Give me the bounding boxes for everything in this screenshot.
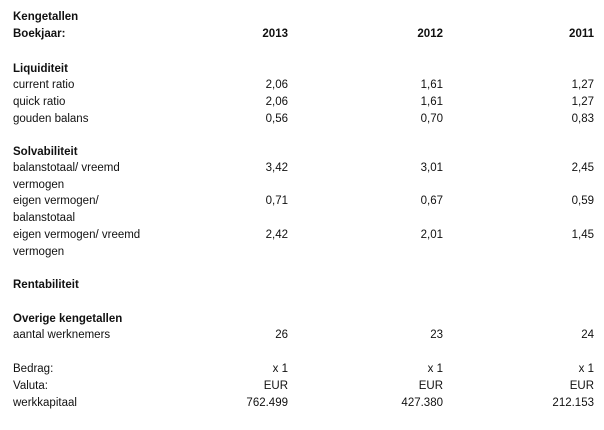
rentabiliteit-heading: Rentabiliteit — [13, 279, 79, 291]
value-2011: x 1 — [578, 363, 594, 375]
solvabiliteit-heading-row: Solvabiliteit — [0, 144, 604, 161]
value-2013: 0,56 — [265, 113, 288, 125]
row-label-line1: balanstotaal/ vreemd — [13, 162, 120, 174]
value-2013: x 1 — [272, 363, 288, 375]
value-2011: 0,83 — [571, 113, 594, 125]
value-2012: 427.380 — [401, 397, 443, 409]
value-2013: 3,42 — [265, 162, 288, 174]
value-2011: 1,45 — [571, 229, 594, 241]
table-row: gouden balans 0,56 0,70 0,83 — [0, 111, 604, 128]
valuta-label: Valuta: — [13, 380, 48, 392]
value-2013: 26 — [275, 329, 288, 341]
year-2013-header: 2013 — [262, 28, 288, 40]
row-label-continuation: vermogen — [0, 177, 604, 194]
value-2013: 762.499 — [246, 397, 288, 409]
solvabiliteit-heading: Solvabiliteit — [13, 146, 78, 158]
table-row: current ratio 2,06 1,61 1,27 — [0, 77, 604, 94]
row-label-line2: vermogen — [13, 246, 65, 258]
value-2012: 1,61 — [420, 96, 443, 108]
value-2011: 2,45 — [571, 162, 594, 174]
value-2012: 1,61 — [420, 79, 443, 91]
value-2012: 0,67 — [420, 195, 443, 207]
value-2011: EUR — [569, 380, 594, 392]
overige-heading-row: Overige kengetallen — [0, 311, 604, 328]
value-2013: 2,06 — [265, 96, 288, 108]
row-label-line1: eigen vermogen/ vreemd — [13, 229, 141, 241]
table-row: quick ratio 2,06 1,61 1,27 — [0, 94, 604, 111]
row-label: aantal werknemers — [13, 329, 111, 341]
row-label: gouden balans — [13, 113, 89, 125]
value-2011: 1,27 — [571, 79, 594, 91]
table-row: eigen vermogen/ 0,71 0,67 0,59 — [0, 193, 604, 210]
row-label-line2: vermogen — [13, 179, 65, 191]
row-label-line2: balanstotaal — [13, 212, 76, 224]
liquiditeit-heading: Liquiditeit — [13, 63, 68, 75]
year-2012-header: 2012 — [417, 28, 443, 40]
werkkapitaal-label: werkkapitaal — [13, 397, 77, 409]
table-row: werkkapitaal 762.499 427.380 212.153 — [0, 395, 604, 412]
value-2012: 23 — [430, 329, 443, 341]
year-header-row: Boekjaar: 2013 2012 2011 — [0, 26, 604, 43]
row-label-continuation: balanstotaal — [0, 210, 604, 227]
value-2011: 24 — [581, 329, 594, 341]
value-2011: 212.153 — [552, 397, 594, 409]
row-label: current ratio — [13, 79, 75, 91]
value-2013: EUR — [263, 380, 288, 392]
overige-heading: Overige kengetallen — [13, 313, 123, 325]
table-row: Valuta: EUR EUR EUR — [0, 378, 604, 395]
bedrag-label: Bedrag: — [13, 363, 54, 375]
rentabiliteit-heading-row: Rentabiliteit — [0, 277, 604, 294]
row-label: quick ratio — [13, 96, 66, 108]
table-row: aantal werknemers 26 23 24 — [0, 327, 604, 344]
value-2012: 3,01 — [420, 162, 443, 174]
table-row: eigen vermogen/ vreemd 2,42 2,01 1,45 — [0, 227, 604, 244]
liquiditeit-heading-row: Liquiditeit — [0, 61, 604, 78]
table-row: balanstotaal/ vreemd 3,42 3,01 2,45 — [0, 160, 604, 177]
value-2012: 0,70 — [420, 113, 443, 125]
year-2011-header: 2011 — [569, 28, 594, 40]
title-row: Kengetallen — [0, 9, 604, 26]
value-2012: EUR — [418, 380, 443, 392]
value-2011: 1,27 — [571, 96, 594, 108]
value-2013: 2,42 — [265, 229, 288, 241]
value-2012: x 1 — [427, 363, 443, 375]
row-label-continuation: vermogen — [0, 244, 604, 261]
table-row: Bedrag: x 1 x 1 x 1 — [0, 361, 604, 378]
value-2011: 0,59 — [571, 195, 594, 207]
value-2013: 0,71 — [265, 195, 288, 207]
value-2012: 2,01 — [420, 229, 443, 241]
boekjaar-label: Boekjaar: — [13, 28, 66, 40]
document-title: Kengetallen — [13, 11, 79, 23]
value-2013: 2,06 — [265, 79, 288, 91]
row-label-line1: eigen vermogen/ — [13, 195, 99, 207]
